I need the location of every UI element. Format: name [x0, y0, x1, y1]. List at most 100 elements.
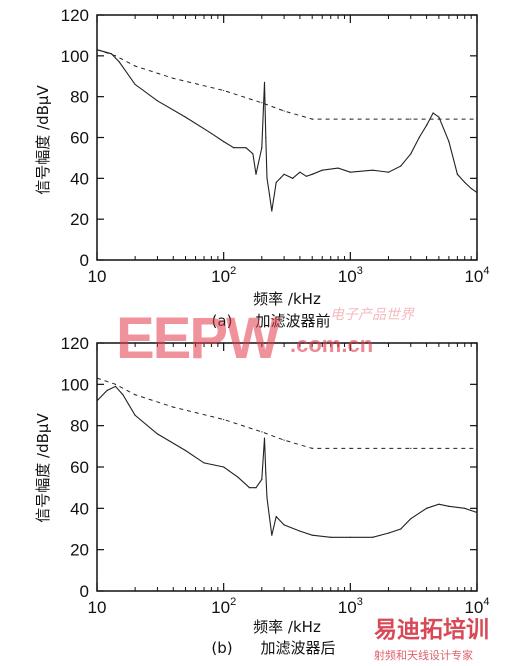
x-tick-label: 102 [211, 265, 236, 286]
data-point [476, 511, 478, 514]
data-point [283, 524, 285, 526]
data-point [349, 118, 351, 120]
data-point [291, 177, 294, 179]
x-ticks-a: 10 102 103 104 [88, 15, 490, 286]
watermark-eepw-tagline: 电子产品世界 [330, 307, 415, 323]
data-point [349, 171, 351, 173]
x-ticks-b: 10 102 103 104 [88, 343, 490, 617]
data-point [387, 532, 390, 534]
y-tick-label: 0 [80, 582, 89, 601]
caption-b: 加滤波器后 [260, 639, 335, 657]
data-point [233, 147, 235, 149]
data-point [418, 136, 420, 139]
data-point [464, 507, 466, 509]
y-tick-label: 60 [70, 129, 89, 148]
data-point [271, 534, 273, 536]
data-point [275, 181, 277, 184]
data-point [210, 132, 212, 135]
panel-label-a: (a) [212, 312, 233, 330]
data-point [263, 81, 266, 83]
data-point [96, 377, 98, 379]
data-point [223, 89, 225, 92]
data-point [245, 147, 247, 149]
data-point [122, 394, 124, 396]
data-point [118, 61, 120, 63]
x-tick-label: 103 [338, 596, 363, 617]
data-point [470, 187, 472, 190]
data-point [337, 167, 339, 169]
data-point [156, 100, 159, 102]
data-point [476, 192, 478, 194]
data-point [400, 528, 402, 530]
data-point [372, 536, 374, 538]
data-point [438, 116, 440, 118]
data-point [265, 472, 267, 474]
data-point [311, 534, 313, 536]
data-point [261, 431, 263, 433]
data-point [464, 181, 466, 184]
chart-panel-a: 0 20 40 60 80 100 120 10 102 103 104 信号幅度 /dBμV 频… [34, 6, 490, 330]
data-point [203, 462, 205, 464]
data-point [106, 389, 108, 392]
y-ticks-b: 0 20 40 60 80 100 120 [61, 334, 477, 601]
data-point [268, 194, 271, 196]
y-axis-label-b: 信号幅度 /dBμV [34, 413, 52, 523]
watermark-eepw-domain: .com.cn [290, 332, 373, 357]
data-point [476, 447, 478, 449]
training-watermark: 易迪拓培训 射频和天线设计专家 [374, 616, 489, 662]
data-point [410, 447, 412, 449]
data-point [265, 136, 267, 139]
data-point [134, 394, 136, 396]
data-point [311, 447, 313, 449]
x-axis-label-b: 频率 /kHz [253, 618, 321, 636]
data-point [134, 414, 136, 416]
data-point [263, 437, 266, 439]
data-point [114, 383, 117, 385]
data-point [134, 83, 136, 86]
data-point [476, 118, 478, 120]
data-point [184, 449, 187, 452]
data-point [283, 439, 285, 441]
measured-signal-series [96, 49, 478, 212]
y-tick-label: 40 [70, 169, 89, 188]
data-point [410, 118, 412, 120]
limit-line-series [96, 377, 477, 449]
measured-signal-series [96, 385, 478, 538]
data-point [387, 171, 390, 173]
data-point [252, 153, 254, 155]
chart-panel-b: 0 20 40 60 80 100 120 10 102 103 104 信号幅度 /dBμV 频… [34, 334, 490, 657]
data-point [425, 124, 428, 126]
data-point [321, 169, 323, 171]
y-tick-label: 20 [70, 541, 89, 560]
y-tick-label: 100 [61, 47, 89, 66]
data-point [425, 507, 428, 509]
data-point [255, 173, 257, 175]
limit-line-series [96, 49, 477, 120]
data-point [456, 173, 458, 175]
data-point [305, 175, 308, 177]
data-point [114, 385, 117, 387]
data-point [438, 503, 440, 505]
x-tick-label: 104 [464, 265, 489, 286]
y-tick-label: 60 [70, 458, 89, 477]
data-point [156, 433, 159, 435]
plot-frame-a [96, 14, 478, 261]
data-point [172, 406, 174, 408]
data-point [223, 418, 225, 421]
data-point [96, 400, 98, 402]
watermark-training-title: 易迪拓培训 [374, 616, 489, 643]
data-point [134, 65, 136, 67]
data-point [448, 505, 450, 507]
data-point [114, 55, 117, 57]
data-point [223, 140, 225, 143]
data-point [237, 476, 239, 478]
x-tick-label: 10 [88, 267, 107, 286]
x-tick-label: 103 [338, 265, 363, 286]
data-point [275, 516, 277, 518]
data-point [279, 177, 281, 179]
y-tick-label: 20 [70, 210, 89, 229]
data-point [271, 210, 273, 212]
y-tick-label: 80 [70, 417, 89, 436]
y-tick-label: 100 [61, 375, 89, 394]
